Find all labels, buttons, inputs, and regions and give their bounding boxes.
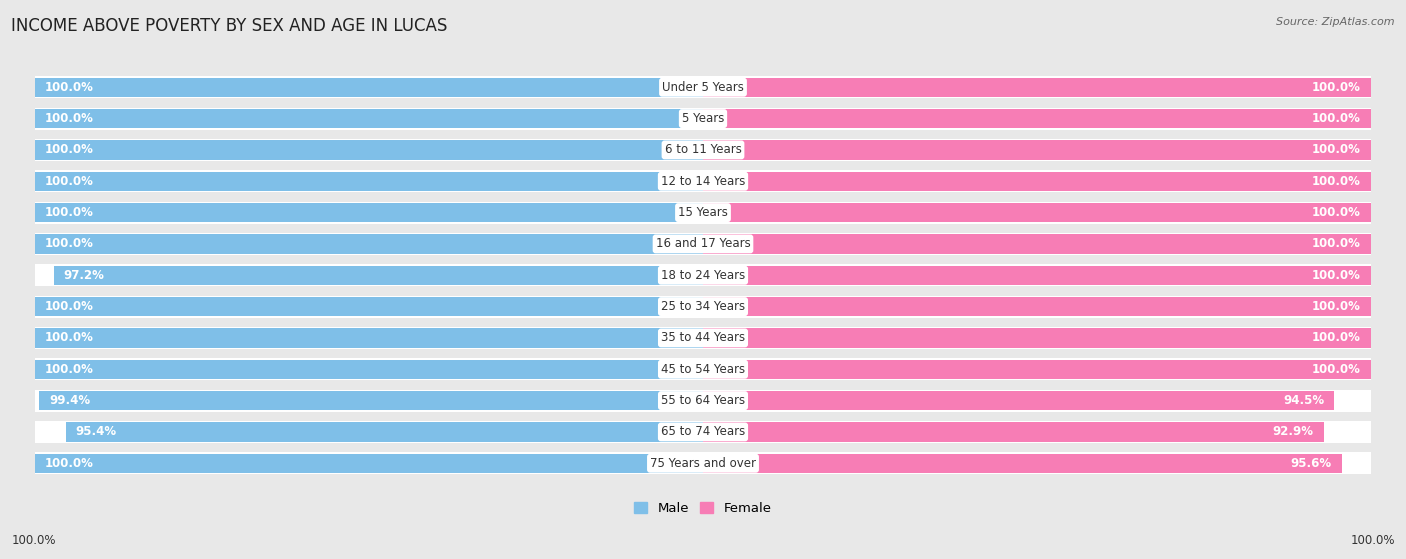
Text: 100.0%: 100.0% (45, 80, 94, 94)
Bar (35, 421, 1371, 443)
Legend: Male, Female: Male, Female (628, 497, 778, 520)
Bar (35, 170, 1371, 192)
Bar (703, 234, 1371, 254)
Text: 25 to 34 Years: 25 to 34 Years (661, 300, 745, 313)
Bar (35, 264, 1371, 286)
Text: 100.0%: 100.0% (1312, 175, 1361, 188)
Bar (53, 266, 703, 285)
Bar (35, 234, 703, 254)
Bar (35, 109, 703, 129)
Bar (35, 139, 1371, 161)
Bar (35, 172, 703, 191)
Text: 100.0%: 100.0% (11, 534, 56, 547)
Text: 100.0%: 100.0% (1312, 112, 1361, 125)
Bar (703, 391, 1334, 410)
Text: 100.0%: 100.0% (45, 457, 94, 470)
Bar (39, 391, 703, 410)
Text: 100.0%: 100.0% (1312, 331, 1361, 344)
Text: 94.5%: 94.5% (1284, 394, 1324, 407)
Bar (35, 296, 1371, 318)
Text: 15 Years: 15 Years (678, 206, 728, 219)
Text: 100.0%: 100.0% (1312, 269, 1361, 282)
Bar (35, 390, 1371, 411)
Text: 16 and 17 Years: 16 and 17 Years (655, 238, 751, 250)
Bar (35, 233, 1371, 255)
Text: 100.0%: 100.0% (45, 300, 94, 313)
Bar (703, 78, 1371, 97)
Text: 100.0%: 100.0% (1312, 238, 1361, 250)
Bar (35, 452, 1371, 474)
Text: 100.0%: 100.0% (45, 238, 94, 250)
Text: 99.4%: 99.4% (49, 394, 90, 407)
Bar (703, 328, 1371, 348)
Text: 18 to 24 Years: 18 to 24 Years (661, 269, 745, 282)
Text: 6 to 11 Years: 6 to 11 Years (665, 144, 741, 157)
Text: 35 to 44 Years: 35 to 44 Years (661, 331, 745, 344)
Bar (35, 202, 1371, 224)
Text: 100.0%: 100.0% (45, 112, 94, 125)
Text: 100.0%: 100.0% (45, 363, 94, 376)
Text: 100.0%: 100.0% (45, 331, 94, 344)
Bar (703, 297, 1371, 316)
Text: 75 Years and over: 75 Years and over (650, 457, 756, 470)
Text: 100.0%: 100.0% (1312, 80, 1361, 94)
Bar (35, 76, 1371, 98)
Text: 95.4%: 95.4% (76, 425, 117, 438)
Bar (35, 358, 1371, 380)
Text: 45 to 54 Years: 45 to 54 Years (661, 363, 745, 376)
Text: Under 5 Years: Under 5 Years (662, 80, 744, 94)
Bar (35, 203, 703, 222)
Text: 100.0%: 100.0% (1312, 363, 1361, 376)
Text: 97.2%: 97.2% (63, 269, 104, 282)
Bar (35, 297, 703, 316)
Bar (703, 109, 1371, 129)
Bar (66, 422, 703, 442)
Text: 95.6%: 95.6% (1291, 457, 1331, 470)
Text: 100.0%: 100.0% (45, 175, 94, 188)
Text: 100.0%: 100.0% (1312, 300, 1361, 313)
Bar (35, 108, 1371, 130)
Bar (703, 203, 1371, 222)
Text: 100.0%: 100.0% (45, 206, 94, 219)
Text: 100.0%: 100.0% (1350, 534, 1395, 547)
Bar (35, 359, 703, 379)
Bar (703, 422, 1323, 442)
Text: INCOME ABOVE POVERTY BY SEX AND AGE IN LUCAS: INCOME ABOVE POVERTY BY SEX AND AGE IN L… (11, 17, 447, 35)
Text: 5 Years: 5 Years (682, 112, 724, 125)
Bar (35, 78, 703, 97)
Bar (35, 453, 703, 473)
Bar (703, 140, 1371, 160)
Text: 55 to 64 Years: 55 to 64 Years (661, 394, 745, 407)
Bar (35, 328, 703, 348)
Text: Source: ZipAtlas.com: Source: ZipAtlas.com (1277, 17, 1395, 27)
Text: 12 to 14 Years: 12 to 14 Years (661, 175, 745, 188)
Bar (703, 359, 1371, 379)
Bar (703, 266, 1371, 285)
Text: 100.0%: 100.0% (45, 144, 94, 157)
Bar (703, 453, 1341, 473)
Bar (35, 327, 1371, 349)
Text: 100.0%: 100.0% (1312, 144, 1361, 157)
Text: 100.0%: 100.0% (1312, 206, 1361, 219)
Text: 92.9%: 92.9% (1272, 425, 1313, 438)
Bar (35, 140, 703, 160)
Text: 65 to 74 Years: 65 to 74 Years (661, 425, 745, 438)
Bar (703, 172, 1371, 191)
